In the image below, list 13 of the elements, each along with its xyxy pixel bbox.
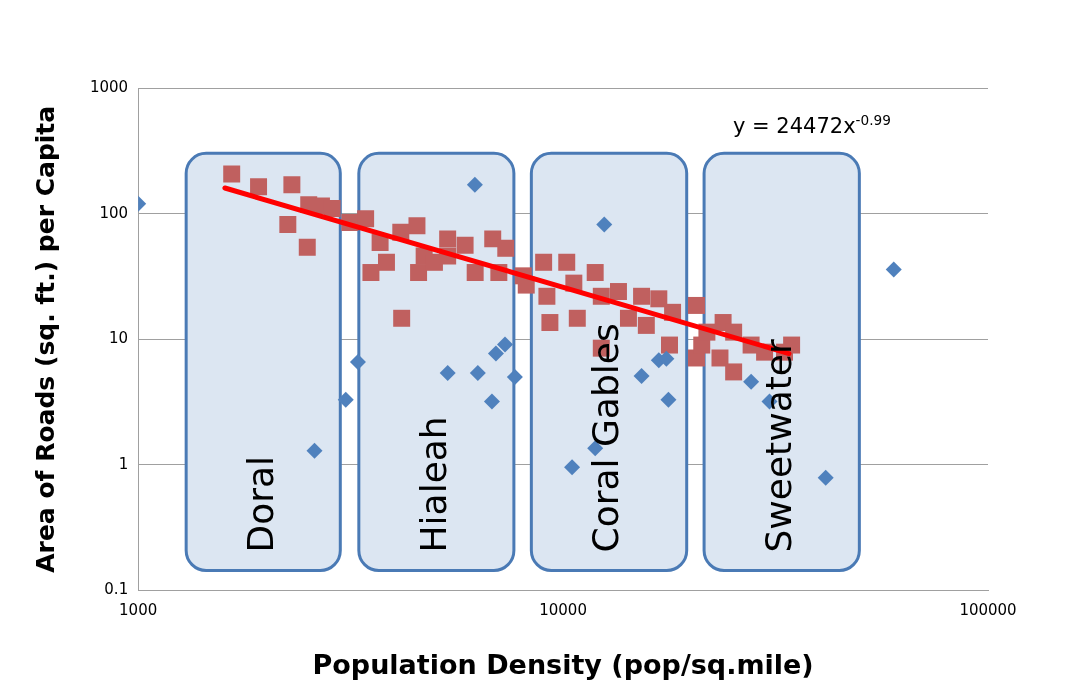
band-label: Coral Gables (585, 323, 627, 553)
y-tick-label: 1000 (89, 77, 129, 96)
band-label: Sweetwater (758, 339, 800, 553)
band-label: Hialeah (412, 416, 454, 553)
y-tick-label: 100 (99, 203, 129, 222)
y-tick-label: 1 (118, 454, 129, 473)
y-tick-label: 0.1 (104, 580, 129, 599)
y-tick-label: 10 (109, 329, 129, 348)
band-label: Doral (239, 455, 281, 553)
x-axis-title: Population Density (pop/sq.mile) (312, 648, 814, 680)
x-tick-label: 10000 (539, 601, 587, 620)
x-tick-label: 100000 (959, 601, 1017, 620)
y-axis-title: Area of Roads (sq. ft.) per Capita (30, 105, 60, 573)
